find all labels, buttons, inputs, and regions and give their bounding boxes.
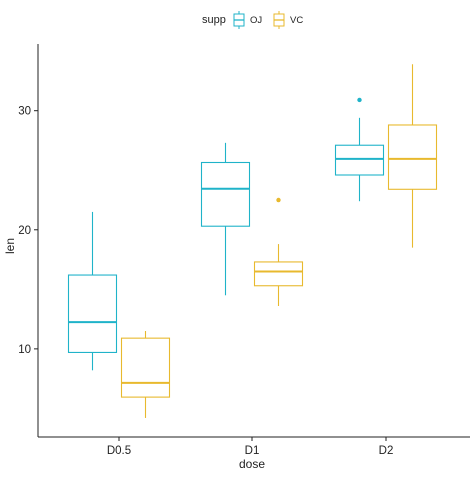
axes: 10 20 30 D0.5 D1 D2 dose len bbox=[3, 44, 470, 471]
box-iqr bbox=[120, 337, 171, 398]
box-iqr bbox=[334, 144, 385, 176]
x-axis-label: dose bbox=[239, 457, 265, 471]
x-ticks: D0.5 D1 D2 bbox=[107, 437, 394, 457]
x-tick-label: D0.5 bbox=[107, 445, 131, 457]
legend: supp OJ VC bbox=[202, 11, 303, 29]
box-oj-d1 bbox=[200, 142, 251, 296]
legend-label: OJ bbox=[250, 15, 262, 26]
x-tick-label: D1 bbox=[245, 445, 260, 457]
legend-title: supp bbox=[202, 14, 226, 26]
legend-label: VC bbox=[290, 15, 303, 26]
legend-entries: OJ VC bbox=[233, 11, 303, 29]
legend-entry-vc: VC bbox=[273, 11, 303, 29]
outlier-point bbox=[276, 197, 281, 203]
box-vc-d1 bbox=[253, 197, 304, 306]
y-axis-label: len bbox=[3, 238, 17, 254]
y-tick-label: 10 bbox=[18, 344, 31, 356]
y-tick-label: 20 bbox=[18, 225, 31, 237]
plot-marks bbox=[67, 64, 438, 418]
box-vc-d2 bbox=[387, 64, 438, 248]
box-oj-d2 bbox=[334, 97, 385, 202]
box-iqr bbox=[387, 124, 438, 190]
box-vc-d0-5 bbox=[120, 331, 171, 418]
legend-entry-oj: OJ bbox=[233, 11, 262, 29]
box-oj-d0-5 bbox=[67, 211, 118, 371]
y-tick-label: 30 bbox=[18, 106, 31, 118]
box-iqr bbox=[67, 274, 118, 353]
box-iqr bbox=[253, 261, 304, 287]
outlier-point bbox=[357, 97, 362, 103]
x-tick-label: D2 bbox=[379, 445, 394, 457]
box-iqr bbox=[200, 161, 251, 227]
y-ticks: 10 20 30 bbox=[18, 106, 38, 356]
